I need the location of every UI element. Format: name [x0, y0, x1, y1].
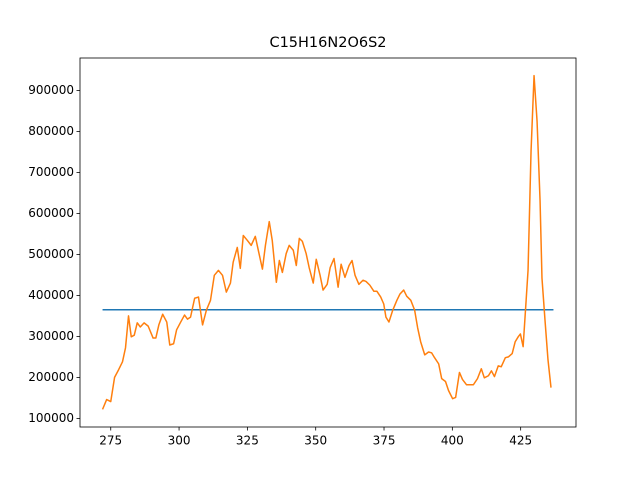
y-tick-label: 900000: [28, 83, 74, 97]
y-tick-label: 700000: [28, 165, 74, 179]
y-tick-label: 200000: [28, 370, 74, 384]
y-tick-label: 600000: [28, 206, 74, 220]
y-tick-label: 400000: [28, 288, 74, 302]
y-tick-label: 800000: [28, 124, 74, 138]
x-tick-label: 425: [509, 434, 532, 448]
y-tick-label: 500000: [28, 247, 74, 261]
y-tick-label: 100000: [28, 411, 74, 425]
x-tick-label: 350: [304, 434, 327, 448]
plot-frame: [79, 57, 577, 428]
line-series: [101, 74, 552, 410]
x-tick-label: 375: [373, 434, 396, 448]
x-tick-label: 400: [441, 434, 464, 448]
x-tick-label: 275: [99, 434, 122, 448]
y-tick-label: 300000: [28, 329, 74, 343]
x-tick-label: 300: [168, 434, 191, 448]
chart-title: C15H16N2O6S2: [269, 35, 386, 51]
x-tick-label: 325: [236, 434, 259, 448]
